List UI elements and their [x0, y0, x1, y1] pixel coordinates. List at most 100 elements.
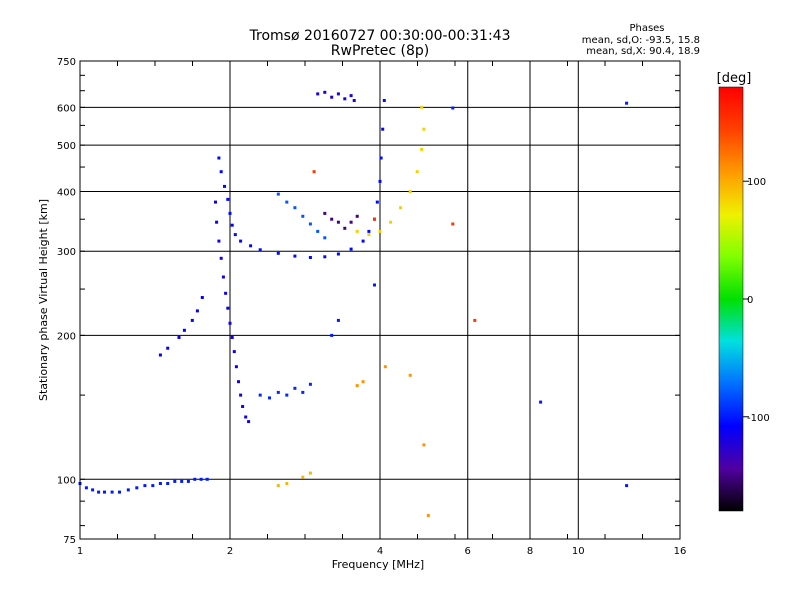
data-point: [349, 220, 353, 224]
y-tick-label: 200: [57, 331, 76, 342]
y-tick-label: 400: [57, 187, 76, 198]
data-point: [349, 247, 353, 251]
data-point: [233, 233, 237, 237]
data-point: [276, 484, 280, 488]
data-point: [301, 475, 305, 479]
data-point: [323, 211, 327, 215]
data-point: [355, 384, 359, 388]
data-point: [135, 486, 139, 490]
data-point: [378, 229, 382, 233]
data-point: [177, 336, 181, 339]
data-point: [312, 170, 316, 174]
data-point: [355, 214, 359, 218]
data-point: [143, 484, 147, 488]
y-tick-label: 500: [57, 141, 76, 152]
data-points: [78, 90, 629, 517]
data-point: [330, 333, 334, 337]
y-tick-label: 750: [57, 57, 76, 68]
data-point: [258, 248, 262, 252]
data-point: [239, 393, 243, 397]
data-point: [330, 95, 334, 99]
data-point: [293, 206, 297, 210]
data-point: [308, 471, 312, 475]
data-point: [343, 226, 347, 230]
data-point: [195, 309, 199, 313]
data-point: [323, 90, 327, 94]
phase-header-line1: mean, sd,O: -93.5, 15.8: [582, 35, 700, 46]
data-point: [219, 170, 223, 174]
data-point: [228, 321, 232, 325]
data-point: [239, 239, 243, 243]
data-point: [234, 365, 238, 369]
data-point: [293, 386, 297, 390]
y-axis-ticks: 75 100 200 300 400 500 600 750: [57, 57, 680, 546]
data-point: [373, 283, 376, 287]
data-point: [415, 170, 419, 174]
data-point: [217, 156, 221, 160]
data-point: [230, 336, 234, 339]
colorbar-tick-label: 100: [747, 177, 766, 188]
x-tick-label: 6: [465, 546, 471, 557]
data-point: [367, 233, 371, 237]
data-point: [126, 488, 130, 492]
data-point: [118, 490, 121, 494]
data-point: [381, 127, 385, 131]
data-point: [355, 229, 359, 233]
data-point: [232, 350, 236, 354]
data-point: [173, 479, 177, 483]
colorbar-tick-label: -100: [747, 413, 770, 424]
data-point: [308, 222, 312, 226]
data-point: [539, 400, 543, 404]
data-point: [244, 415, 248, 419]
x-axis-ticks: 1 2 4 6 8 10 16: [77, 61, 686, 557]
data-point: [361, 380, 365, 384]
data-point: [293, 254, 297, 258]
x-tick-label: 2: [227, 546, 233, 557]
data-point: [330, 217, 334, 221]
data-point: [308, 256, 312, 259]
data-point: [221, 275, 225, 279]
y-tick-label: 300: [57, 247, 76, 258]
data-point: [199, 477, 203, 481]
x-tick-label: 10: [572, 546, 585, 557]
data-point: [408, 373, 412, 377]
data-point: [110, 490, 114, 494]
data-point: [473, 318, 477, 322]
data-point: [151, 484, 155, 488]
data-point: [336, 318, 340, 322]
colorbar-tick-label: 0: [747, 295, 753, 306]
y-axis-label: Stationary phase Virtual Height [km]: [37, 199, 50, 401]
data-point: [214, 200, 217, 204]
x-tick-label: 1: [77, 546, 83, 557]
data-point: [276, 390, 280, 394]
colorbar: [719, 87, 743, 511]
data-point: [420, 147, 424, 151]
data-point: [336, 252, 340, 256]
data-point: [451, 106, 455, 110]
data-point: [301, 214, 305, 218]
data-point: [323, 255, 327, 259]
data-point: [226, 197, 230, 201]
data-point: [285, 393, 289, 397]
data-point: [158, 482, 162, 485]
data-point: [91, 488, 95, 492]
data-point: [367, 229, 371, 233]
y-tick-label: 600: [57, 103, 76, 114]
data-point: [373, 217, 376, 221]
data-point: [258, 393, 262, 397]
data-point: [389, 220, 393, 224]
colorbar-ticks: 100 0 -100: [743, 177, 770, 424]
data-point: [420, 105, 424, 109]
data-point: [336, 92, 340, 96]
data-point: [349, 94, 353, 98]
data-point: [249, 244, 253, 248]
data-point: [422, 443, 426, 447]
grid: [80, 61, 680, 539]
data-point: [382, 99, 386, 102]
data-point: [224, 291, 228, 295]
data-point: [180, 479, 184, 483]
data-point: [166, 346, 170, 350]
data-point: [97, 490, 101, 494]
data-point: [205, 477, 209, 481]
data-point: [361, 239, 365, 243]
